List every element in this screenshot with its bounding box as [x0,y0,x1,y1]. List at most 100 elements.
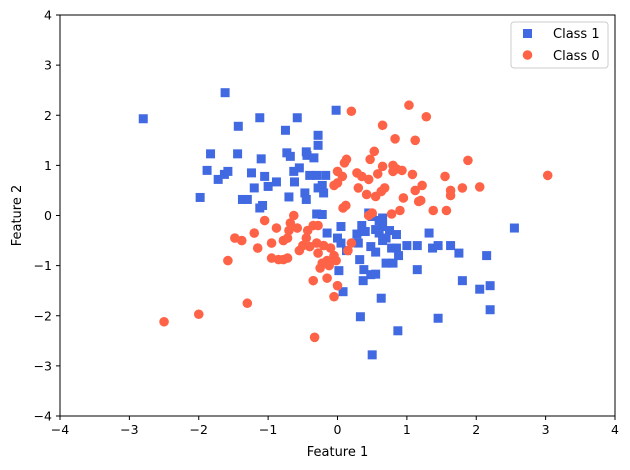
x-tick-label: −4 [51,422,69,437]
point-class-1-84 [371,269,381,279]
point-class-0-83 [308,275,319,286]
point-class-0-5 [390,134,400,144]
y-tick-label: −3 [34,358,52,373]
point-class-0-57 [271,223,282,233]
point-class-1-22 [289,166,299,176]
point-class-1-34 [300,188,310,198]
point-class-1-42 [319,188,329,198]
point-class-1-41 [255,203,265,213]
point-class-1-77 [454,248,464,258]
point-class-1-86 [412,265,422,275]
point-class-1-90 [457,276,467,286]
point-class-1-74 [428,243,438,253]
y-tick-label: −1 [34,258,52,273]
data-points [138,88,553,360]
point-class-0-85 [332,280,343,291]
point-class-1-16 [256,154,266,164]
point-class-1-63 [353,238,363,248]
point-class-0-93 [346,238,357,248]
point-class-0-0 [346,106,357,117]
point-class-0-18 [372,169,383,179]
point-class-1-26 [263,181,273,191]
point-class-0-7 [369,146,380,157]
point-class-1-67 [378,236,388,246]
legend-box [510,21,609,69]
point-class-0-4 [410,135,421,146]
point-class-1-31 [249,183,259,193]
point-class-1-64 [355,255,365,265]
point-class-1-24 [260,171,270,181]
x-axis-ticks: −4 −3 −2 −1 0 1 2 3 4 [51,416,619,437]
point-class-1-91 [475,284,485,294]
point-class-1-61 [336,238,346,248]
point-class-0-34 [474,182,485,192]
point-class-0-3 [377,120,388,131]
x-tick-label: 4 [611,422,619,437]
point-class-1-83 [366,270,376,280]
point-class-0-82 [315,263,325,273]
point-class-1-97 [367,350,377,360]
point-class-1-37 [242,194,252,204]
point-class-0-20 [391,164,402,174]
point-class-1-94 [355,312,365,322]
point-class-1-9 [206,149,216,159]
point-class-1-96 [433,313,443,323]
y-tick-label: 3 [44,58,52,73]
point-class-0-56 [285,218,296,228]
point-class-0-36 [428,205,439,216]
point-class-0-79 [223,255,233,266]
x-tick-label: −1 [259,422,277,437]
point-class-1-56 [385,226,395,236]
point-class-1-23 [294,163,304,173]
point-class-1-10 [233,149,243,159]
point-class-1-21 [246,168,256,178]
point-class-1-48 [360,227,370,237]
x-tick-label: 3 [542,422,550,437]
point-class-0-51 [292,223,303,233]
point-class-0-86 [329,291,339,302]
point-class-0-55 [288,210,299,221]
point-class-1-46 [336,222,346,232]
point-class-0-54 [302,225,313,236]
point-class-1-89 [358,276,368,286]
y-tick-label: 2 [44,108,52,123]
point-class-0-88 [193,309,204,320]
point-class-0-67 [313,248,323,258]
point-class-0-6 [365,154,375,165]
point-class-1-3 [255,113,265,123]
point-class-0-21 [407,169,418,180]
point-class-1-12 [285,151,295,161]
point-class-1-58 [374,228,384,238]
point-class-1-54 [378,222,388,232]
point-class-0-52 [284,225,294,236]
point-class-1-25 [271,177,281,187]
legend-label-class-0: Class 0 [553,49,600,64]
x-tick-label: 0 [334,422,342,437]
y-tick-label: 4 [44,8,52,23]
point-class-1-17 [202,165,212,175]
point-class-1-39 [301,194,311,204]
legend-marker-class-1 [523,29,532,38]
point-class-0-91 [343,245,353,256]
point-class-1-75 [433,241,443,251]
point-class-1-27 [289,177,299,187]
point-class-0-33 [457,183,468,193]
point-class-0-30 [376,186,387,197]
point-class-1-78 [482,251,492,261]
point-class-0-72 [331,255,341,266]
point-class-1-14 [302,150,312,160]
legend: Class 1 Class 0 [510,21,609,69]
point-class-1-82 [359,265,369,275]
point-class-0-10 [463,155,473,166]
point-class-1-28 [305,170,315,180]
point-class-0-2 [421,111,432,122]
point-class-1-15 [309,153,319,163]
point-class-1-79 [509,223,519,233]
point-class-0-69 [325,243,336,253]
point-class-1-87 [376,293,386,303]
point-class-0-26 [377,161,388,172]
point-class-1-85 [334,266,344,276]
point-class-0-46 [353,183,364,193]
point-class-1-60 [333,233,342,243]
